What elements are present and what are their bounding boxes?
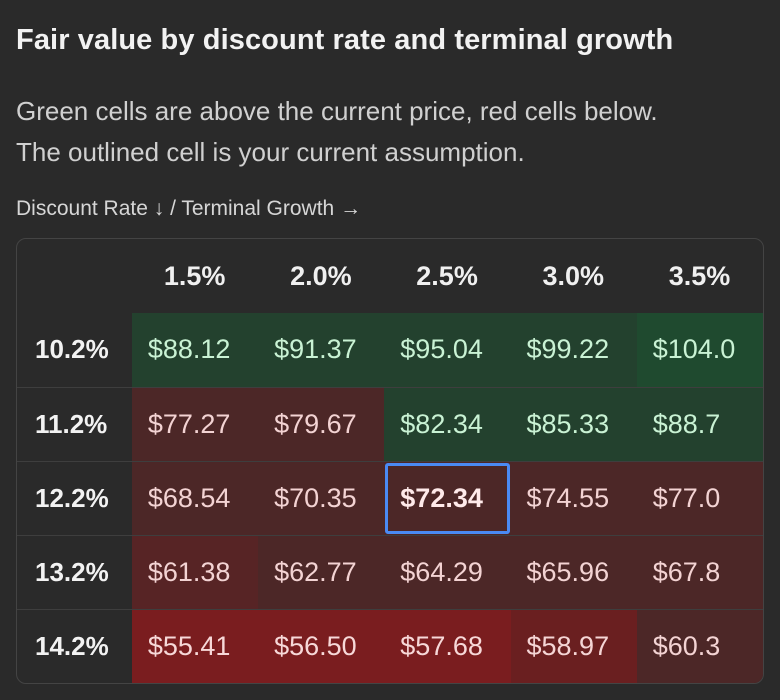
- fair-value-cell[interactable]: $60.3: [636, 609, 763, 683]
- row-header-discount-rate: 12.2%: [17, 461, 132, 536]
- column-header: 3.0%: [542, 260, 605, 291]
- fair-value-cell[interactable]: $61.38: [131, 535, 259, 610]
- fair-value-cell[interactable]: $88.7: [636, 387, 763, 462]
- fair-value-cell[interactable]: $82.34: [384, 387, 511, 462]
- table-row: 13.2% $61.38 $62.77 $64.29 $65.96 $67.8: [17, 535, 763, 610]
- header-row: 1.5% 2.0% 2.5% 3.0% 3.5%: [17, 239, 763, 313]
- fair-value-cell[interactable]: $67.8: [636, 535, 763, 610]
- fair-value-cell[interactable]: $70.35: [258, 461, 385, 536]
- fair-value-cell[interactable]: $95.04: [384, 313, 511, 388]
- fair-value-cell[interactable]: $91.37: [258, 313, 385, 388]
- fair-value-cell[interactable]: $74.55: [510, 461, 637, 536]
- column-header: 1.5%: [163, 260, 226, 291]
- table-row: 10.2% $88.12 $91.37 $95.04 $99.22 $104.0: [17, 313, 763, 388]
- fair-value-cell[interactable]: $64.29: [384, 535, 511, 610]
- fair-value-cell[interactable]: $57.68: [384, 609, 511, 683]
- fair-value-cell[interactable]: $104.0: [636, 313, 763, 388]
- row-header-discount-rate: 11.2%: [17, 387, 132, 462]
- fair-value-cell[interactable]: $77.0: [636, 461, 763, 536]
- fair-value-cell[interactable]: $99.22: [510, 313, 637, 388]
- row-header-discount-rate: 10.2%: [17, 313, 132, 388]
- column-header: 2.5%: [416, 260, 478, 291]
- panel-description: Green cells are above the current price,…: [16, 91, 776, 173]
- axis-label: Discount Rate ↓ / Terminal Growth →: [16, 197, 362, 220]
- fair-value-cell[interactable]: $62.77: [258, 535, 385, 610]
- fair-value-cell[interactable]: $88.12: [131, 313, 259, 388]
- panel-title: Fair value by discount rate and terminal…: [16, 24, 674, 56]
- fair-value-cell[interactable]: $85.33: [510, 387, 637, 462]
- sensitivity-table-container[interactable]: 1.5% 2.0% 2.5% 3.0% 3.5% 10.2% $88.12 $91.…: [16, 238, 764, 684]
- description-line-2: The outlined cell is your current assump…: [16, 137, 525, 167]
- row-header-discount-rate: 13.2%: [17, 535, 132, 610]
- description-line-1: Green cells are above the current price,…: [16, 96, 658, 126]
- table-row: 11.2% $77.27 $79.67 $82.34 $85.33 $88.7: [17, 387, 763, 462]
- row-header-discount-rate: 14.2%: [35, 630, 109, 661]
- column-header: 3.5%: [668, 260, 731, 291]
- fair-value-cell[interactable]: $65.96: [510, 535, 637, 610]
- sensitivity-table: 1.5% 2.0% 2.5% 3.0% 3.5% 10.2% $88.12 $91.…: [17, 239, 763, 683]
- fair-value-cell[interactable]: $77.27: [131, 387, 259, 462]
- corner-cell: [17, 239, 132, 313]
- fair-value-cell[interactable]: $55.41: [131, 609, 259, 683]
- column-header: 2.0%: [290, 260, 352, 291]
- fair-value-cell[interactable]: $58.97: [510, 609, 637, 683]
- fair-value-cell[interactable]: $68.54: [131, 461, 259, 536]
- table-row: 12.2% $68.54 $70.35 $72.34 $74.55 $77.0: [17, 461, 763, 536]
- current-assumption-cell[interactable]: $72.34: [384, 461, 511, 536]
- table-row: 14.2% $55.41 $56.50 $57.68 $58.97 $60.3: [17, 609, 763, 683]
- fair-value-cell[interactable]: $79.67: [258, 387, 385, 462]
- fair-value-cell[interactable]: $56.50: [258, 609, 385, 683]
